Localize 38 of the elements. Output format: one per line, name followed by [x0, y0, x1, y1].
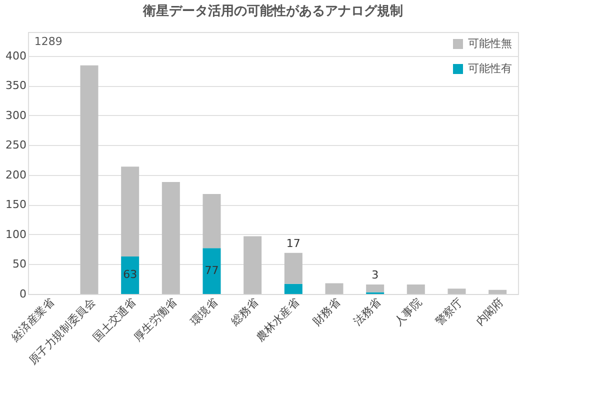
y-tick-label: 100: [6, 228, 26, 241]
data-label: 17: [286, 236, 300, 250]
chart-title: 衛星データ活用の可能性があるアナログ規制: [142, 3, 403, 19]
y-tick-label: 200: [6, 168, 26, 182]
data-label: 63: [123, 268, 138, 282]
y-tick-label: 400: [6, 49, 26, 62]
bar: [80, 65, 98, 294]
x-tick-label: 警察庁: [432, 296, 466, 328]
y-tick-label: 50: [12, 258, 26, 271]
bar: [406, 284, 425, 294]
x-tick-label: 環境省: [188, 296, 220, 328]
bar: [162, 182, 180, 294]
y-tick-label: 150: [6, 198, 26, 212]
bar: [284, 284, 302, 294]
bar: [202, 248, 221, 294]
bar: [448, 288, 466, 294]
x-tick-label: 財務省: [310, 296, 343, 328]
x-tick-label: 人事院: [392, 296, 424, 328]
x-tick-label: 法務省: [351, 296, 384, 328]
y-tick-label: 300: [6, 108, 26, 122]
bar: [325, 283, 344, 294]
legend-label: 可能性有: [468, 62, 512, 75]
y-tick-label: 350: [6, 79, 26, 92]
x-tick-label: 総務省: [228, 296, 262, 330]
bar: [244, 236, 262, 294]
bar: [366, 284, 384, 292]
data-label: 77: [204, 264, 219, 278]
bar: [284, 252, 302, 284]
y-tick-label: 0: [20, 288, 26, 300]
bar: [121, 166, 140, 256]
annotation: 1289: [34, 35, 62, 48]
y-tick-label: 250: [6, 138, 26, 152]
legend-label: 可能性無: [468, 37, 512, 50]
bar: [488, 290, 507, 294]
data-label: 3: [372, 268, 379, 282]
bar: [202, 194, 221, 248]
x-tick-label: 内閣府: [474, 296, 506, 328]
bar: [121, 256, 140, 294]
